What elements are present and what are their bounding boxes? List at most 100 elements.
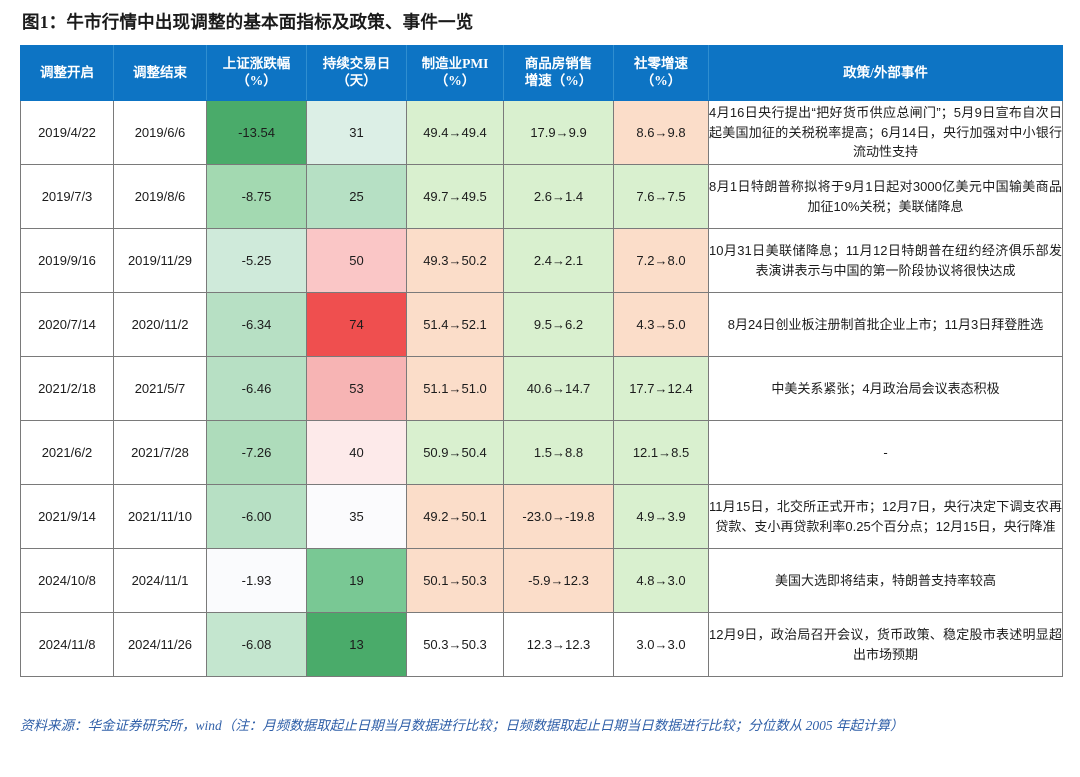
table-body: 2019/4/22 2019/6/6 -13.54 31 49.4→49.4 1… <box>20 100 1063 677</box>
col-header-line1: 社零增速 <box>634 56 688 72</box>
cell-trading-days: 13 <box>306 612 407 677</box>
col-header-adjust-end: 调整结束 <box>113 45 207 101</box>
cell-pmi: 49.4→49.4 <box>406 100 504 165</box>
cell-pmi: 49.7→49.5 <box>406 164 504 229</box>
cell-sse-change: -1.93 <box>206 548 307 613</box>
cell-adjust-start: 2021/6/2 <box>20 420 114 485</box>
cell-housing-sales: 40.6→14.7 <box>503 356 614 421</box>
table-row: 2019/9/16 2019/11/29 -5.25 50 49.3→50.2 … <box>20 228 1063 293</box>
cell-policy-events: 12月9日，政治局召开会议，货币政策、稳定股市表述明显超出市场预期 <box>708 612 1063 677</box>
cell-adjust-end: 2024/11/1 <box>113 548 207 613</box>
col-header-line2: 增速（%） <box>524 73 593 88</box>
cell-housing-sales: -5.9→12.3 <box>503 548 614 613</box>
cell-adjust-start: 2021/2/18 <box>20 356 114 421</box>
cell-adjust-end: 2019/11/29 <box>113 228 207 293</box>
cell-housing-sales: 12.3→12.3 <box>503 612 614 677</box>
col-header-line1: 制造业PMI <box>421 56 489 72</box>
figure-title: 图1：牛市行情中出现调整的基本面指标及政策、事件一览 <box>22 12 474 32</box>
cell-policy-events: 8月1日特朗普称拟将于9月1日起对3000亿美元中国输美商品加征10%关税；美联… <box>708 164 1063 229</box>
cell-trading-days: 19 <box>306 548 407 613</box>
cell-adjust-start: 2024/10/8 <box>20 548 114 613</box>
cell-policy-events: 10月31日美联储降息；11月12日特朗普在纽约经济俱乐部发表演讲表示与中国的第… <box>708 228 1063 293</box>
cell-policy-events: 美国大选即将结束，特朗普支持率较高 <box>708 548 1063 613</box>
cell-housing-sales: 1.5→8.8 <box>503 420 614 485</box>
col-header-line2: （%） <box>640 73 682 88</box>
cell-adjust-start: 2019/4/22 <box>20 100 114 165</box>
cell-pmi: 50.1→50.3 <box>406 548 504 613</box>
table-row: 2019/4/22 2019/6/6 -13.54 31 49.4→49.4 1… <box>20 100 1063 165</box>
col-header-line1: 政策/外部事件 <box>843 64 928 80</box>
cell-trading-days: 53 <box>306 356 407 421</box>
cell-adjust-end: 2019/8/6 <box>113 164 207 229</box>
col-header-retail-growth: 社零增速 （%） <box>613 45 709 101</box>
cell-adjust-start: 2024/11/8 <box>20 612 114 677</box>
col-header-sse-change: 上证涨跌幅 （%） <box>206 45 307 101</box>
col-header-line2: （%） <box>434 73 476 88</box>
cell-sse-change: -6.00 <box>206 484 307 549</box>
col-header-line2: （%） <box>236 73 277 88</box>
table-row: 2024/11/8 2024/11/26 -6.08 13 50.3→50.3 … <box>20 612 1063 677</box>
col-header-line1: 商品房销售 <box>524 56 593 72</box>
cell-sse-change: -6.34 <box>206 292 307 357</box>
col-header-manufacturing-pmi: 制造业PMI （%） <box>406 45 504 101</box>
cell-retail: 12.1→8.5 <box>613 420 709 485</box>
cell-policy-events: 8月24日创业板注册制首批企业上市；11月3日拜登胜选 <box>708 292 1063 357</box>
cell-trading-days: 74 <box>306 292 407 357</box>
cell-adjust-start: 2021/9/14 <box>20 484 114 549</box>
table-row: 2020/7/14 2020/11/2 -6.34 74 51.4→52.1 9… <box>20 292 1063 357</box>
cell-housing-sales: 9.5→6.2 <box>503 292 614 357</box>
cell-sse-change: -5.25 <box>206 228 307 293</box>
col-header-trading-days: 持续交易日 （天） <box>306 45 407 101</box>
cell-policy-events: 11月15日，北交所正式开市；12月7日，央行决定下调支农再贷款、支小再贷款利率… <box>708 484 1063 549</box>
table-row: 2021/9/14 2021/11/10 -6.00 35 49.2→50.1 … <box>20 484 1063 549</box>
cell-sse-change: -13.54 <box>206 100 307 165</box>
col-header-housing-sales-growth: 商品房销售 增速（%） <box>503 45 614 101</box>
cell-policy-events: - <box>708 420 1063 485</box>
cell-pmi: 50.3→50.3 <box>406 612 504 677</box>
cell-retail: 4.9→3.9 <box>613 484 709 549</box>
cell-retail: 4.3→5.0 <box>613 292 709 357</box>
cell-trading-days: 40 <box>306 420 407 485</box>
cell-sse-change: -6.46 <box>206 356 307 421</box>
table-row: 2024/10/8 2024/11/1 -1.93 19 50.1→50.3 -… <box>20 548 1063 613</box>
cell-sse-change: -6.08 <box>206 612 307 677</box>
cell-retail: 17.7→12.4 <box>613 356 709 421</box>
cell-housing-sales: 2.4→2.1 <box>503 228 614 293</box>
cell-trading-days: 50 <box>306 228 407 293</box>
col-header-line1: 调整开启 <box>40 64 94 80</box>
cell-adjust-start: 2019/7/3 <box>20 164 114 229</box>
cell-trading-days: 31 <box>306 100 407 165</box>
cell-pmi: 49.2→50.1 <box>406 484 504 549</box>
cell-pmi: 50.9→50.4 <box>406 420 504 485</box>
cell-trading-days: 35 <box>306 484 407 549</box>
cell-trading-days: 25 <box>306 164 407 229</box>
cell-retail: 4.8→3.0 <box>613 548 709 613</box>
cell-adjust-end: 2020/11/2 <box>113 292 207 357</box>
cell-adjust-start: 2020/7/14 <box>20 292 114 357</box>
table-row: 2021/6/2 2021/7/28 -7.26 40 50.9→50.4 1.… <box>20 420 1063 485</box>
col-header-line2: （天） <box>336 73 377 88</box>
cell-retail: 7.6→7.5 <box>613 164 709 229</box>
cell-pmi: 51.1→51.0 <box>406 356 504 421</box>
cell-housing-sales: 2.6→1.4 <box>503 164 614 229</box>
table-container: 调整开启 调整结束 上证涨跌幅 （%） 持续交易日 （天） 制造业PMI <box>20 45 1063 677</box>
cell-housing-sales: -23.0→-19.8 <box>503 484 614 549</box>
cell-adjust-end: 2021/7/28 <box>113 420 207 485</box>
cell-policy-events: 中美关系紧张；4月政治局会议表态积极 <box>708 356 1063 421</box>
cell-sse-change: -8.75 <box>206 164 307 229</box>
col-header-line1: 调整结束 <box>133 64 187 80</box>
col-header-line1: 持续交易日 <box>322 56 391 72</box>
fundamentals-policy-table: 调整开启 调整结束 上证涨跌幅 （%） 持续交易日 （天） 制造业PMI <box>20 45 1063 677</box>
cell-retail: 7.2→8.0 <box>613 228 709 293</box>
cell-policy-events: 4月16日央行提出“把好货币供应总闸门”；5月9日宣布自次日起美国加征的关税税率… <box>708 100 1063 165</box>
cell-pmi: 51.4→52.1 <box>406 292 504 357</box>
table-row: 2019/7/3 2019/8/6 -8.75 25 49.7→49.5 2.6… <box>20 164 1063 229</box>
col-header-policy-events: 政策/外部事件 <box>708 45 1063 101</box>
cell-adjust-start: 2019/9/16 <box>20 228 114 293</box>
cell-housing-sales: 17.9→9.9 <box>503 100 614 165</box>
col-header-adjust-start: 调整开启 <box>20 45 114 101</box>
cell-retail: 8.6→9.8 <box>613 100 709 165</box>
table-header-row: 调整开启 调整结束 上证涨跌幅 （%） 持续交易日 （天） 制造业PMI <box>20 45 1063 101</box>
table-row: 2021/2/18 2021/5/7 -6.46 53 51.1→51.0 40… <box>20 356 1063 421</box>
